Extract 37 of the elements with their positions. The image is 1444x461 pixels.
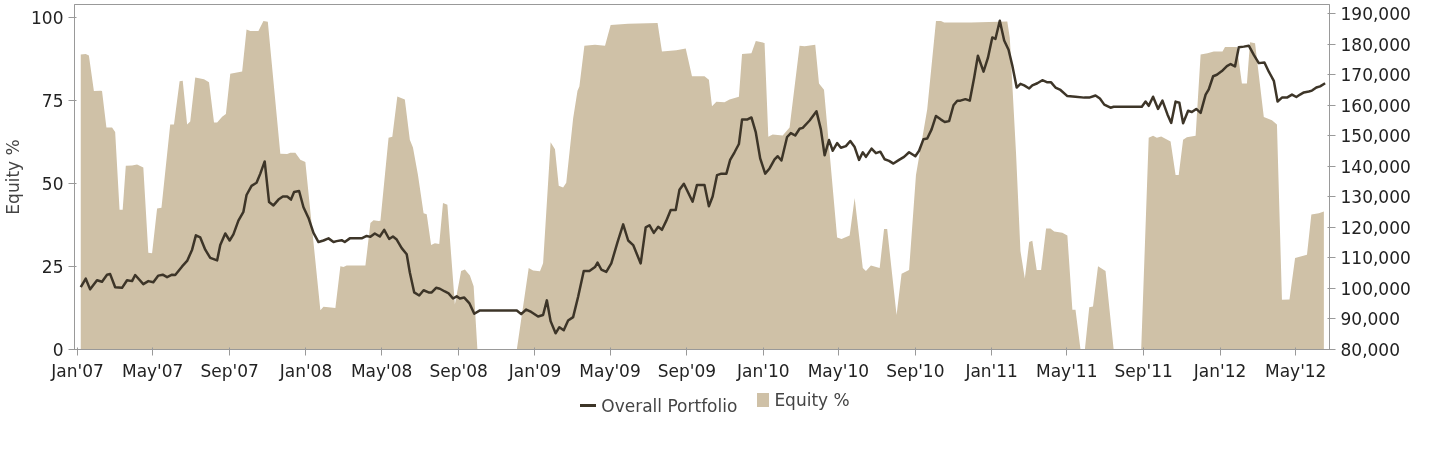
x-tick-label: May'12: [1264, 360, 1327, 381]
legend-label: Overall Portfolio: [601, 394, 738, 418]
y-tick-label: 50: [41, 174, 64, 195]
y2-tick-label: 110,000: [1340, 248, 1411, 269]
x-tick-label: Jan'12: [1192, 360, 1247, 381]
y2-tick-label: 190,000: [1340, 4, 1411, 25]
x-tick-label: Sep'11: [1114, 360, 1173, 381]
x-tick-label: May'09: [579, 360, 641, 381]
y2-tick-label: 170,000: [1340, 65, 1411, 86]
y2-tick-label: 180,000: [1340, 34, 1411, 55]
x-tick-label: May'10: [807, 360, 870, 381]
x-tick-label: Jan'09: [507, 360, 562, 381]
y-tick-label: 0: [52, 340, 64, 360]
y2-tick-label: 160,000: [1340, 95, 1411, 116]
legend-label: Equity %: [774, 389, 850, 412]
y-axis-title: Equity %: [3, 139, 24, 215]
y-tick-label: 100: [31, 8, 64, 29]
x-tick-label: Jan'08: [278, 360, 333, 381]
x-tick-label: Jan'11: [964, 360, 1018, 381]
x-tick-label: Sep'10: [886, 360, 945, 381]
x-tick-label: Jan'07: [50, 360, 104, 381]
x-tick-label: May'07: [121, 360, 184, 381]
x-tick-label: Sep'08: [429, 360, 488, 381]
y2-tick-label: 100,000: [1340, 278, 1411, 299]
y2-tick-label: 80,000: [1340, 340, 1400, 360]
y2-tick-label: 130,000: [1340, 187, 1411, 208]
y-tick-label: 75: [41, 91, 64, 112]
x-tick-label: May'08: [350, 360, 413, 381]
y2-tick-label: 120,000: [1340, 217, 1411, 238]
x-tick-label: Sep'09: [657, 360, 717, 381]
x-tick-label: May'11: [1036, 360, 1098, 381]
y2-tick-label: 150,000: [1340, 126, 1411, 147]
y2-tick-label: 90,000: [1340, 309, 1400, 330]
y2-tick-label: 140,000: [1340, 156, 1411, 177]
y-tick-label: 25: [41, 257, 64, 278]
x-tick-label: Jan'10: [736, 360, 790, 381]
x-tick-label: Sep'07: [200, 360, 259, 381]
